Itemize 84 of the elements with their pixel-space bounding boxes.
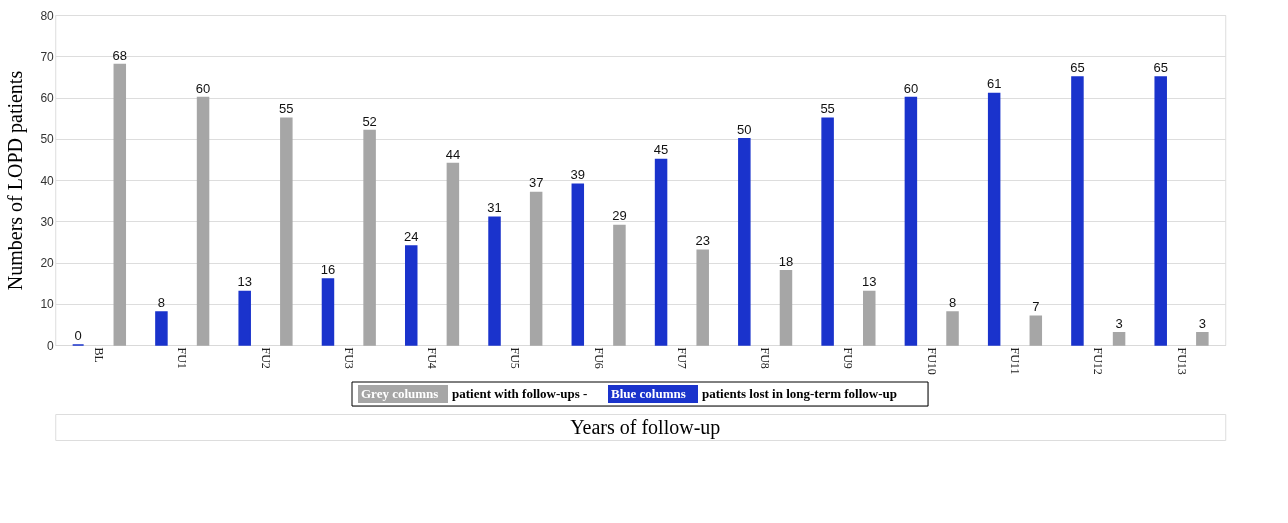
data-label: 0: [74, 328, 82, 343]
data-label: 55: [820, 101, 835, 117]
bar: [238, 290, 251, 346]
bar: [863, 290, 876, 346]
bar: [654, 158, 668, 346]
bar: [446, 162, 460, 346]
x-tick-label: FU7: [674, 347, 689, 369]
data-label: 24: [404, 229, 419, 244]
y-tick-label: 30: [40, 214, 55, 229]
bar: [821, 117, 834, 346]
data-label: 50: [737, 121, 752, 137]
bar: [613, 224, 626, 346]
bar: [1112, 331, 1126, 346]
data-label: 68: [112, 47, 128, 63]
data-label: 65: [1153, 59, 1168, 75]
x-axis-title: Years of follow-up: [570, 416, 721, 439]
x-tick-label: FU3: [341, 347, 356, 369]
data-label: 52: [362, 113, 377, 129]
data-label: 7: [1032, 299, 1040, 315]
x-tick-label: FU2: [258, 347, 273, 369]
x-tick-label: FU13: [1174, 347, 1189, 375]
data-label: 8: [157, 295, 166, 310]
x-tick-label: BL: [91, 347, 106, 363]
data-label: 3: [1198, 315, 1206, 331]
text: Blue columns: [611, 386, 686, 401]
data-label: 13: [862, 274, 877, 290]
text: patients lost in long-term follow-up: [702, 386, 897, 401]
bar: [280, 117, 293, 346]
data-label: 55: [279, 101, 294, 117]
bar: [946, 311, 959, 346]
bar: [155, 311, 168, 346]
text: patient with follow-ups -: [452, 386, 588, 401]
y-tick-label: 40: [40, 173, 55, 188]
bar: [779, 270, 793, 346]
data-label: 44: [445, 146, 461, 162]
data-label: 29: [612, 208, 627, 224]
x-tick-label: FU9: [841, 347, 856, 369]
text: Grey columns: [361, 386, 439, 401]
x-tick-label: FU11: [1007, 347, 1022, 375]
data-label: 16: [320, 262, 336, 277]
bar: [488, 216, 501, 346]
bar: [1154, 76, 1167, 346]
data-label: 60: [903, 80, 919, 96]
y-tick-label: 60: [40, 91, 55, 105]
bar: [1196, 331, 1209, 346]
y-tick-label: 0: [47, 338, 55, 353]
data-label: 3: [1115, 315, 1123, 331]
x-tick-label: FU4: [425, 347, 440, 369]
bar: [321, 278, 335, 346]
data-label: 39: [570, 167, 586, 183]
data-label: 65: [1070, 59, 1085, 75]
bar: [405, 245, 418, 346]
data-label: 37: [528, 175, 544, 191]
data-label: 8: [948, 295, 957, 310]
y-tick-label: 70: [40, 49, 55, 64]
y-axis-title: Numbers of LOPD patients: [4, 70, 28, 291]
bar: [1071, 76, 1084, 346]
data-label: 13: [237, 274, 252, 290]
x-tick-label: FU6: [591, 347, 606, 369]
bar: [363, 129, 376, 346]
data-label: 31: [487, 200, 502, 216]
x-tick-label: FU10: [924, 347, 939, 375]
data-label: 60: [195, 80, 211, 96]
bar: [904, 96, 918, 346]
y-tick-label: 10: [40, 297, 55, 312]
x-tick-label: FU5: [508, 347, 523, 369]
bar: [113, 63, 127, 346]
data-label: 45: [653, 142, 669, 158]
y-tick-label: 20: [40, 256, 55, 270]
bar: [738, 138, 751, 346]
bar: [196, 96, 210, 346]
bar: [571, 183, 585, 346]
bar: [529, 191, 543, 346]
y-tick-label: 50: [40, 132, 55, 147]
x-tick-label: FU8: [758, 347, 773, 369]
data-label: 61: [986, 76, 1002, 92]
x-tick-label: FU1: [175, 347, 190, 369]
x-tick-label: FU12: [1091, 347, 1106, 375]
bar: [696, 249, 709, 346]
data-label: 23: [695, 233, 710, 249]
y-tick-label: 80: [40, 8, 55, 23]
bar: [987, 92, 1001, 346]
data-label: 18: [778, 253, 794, 269]
bar: [1029, 315, 1043, 346]
